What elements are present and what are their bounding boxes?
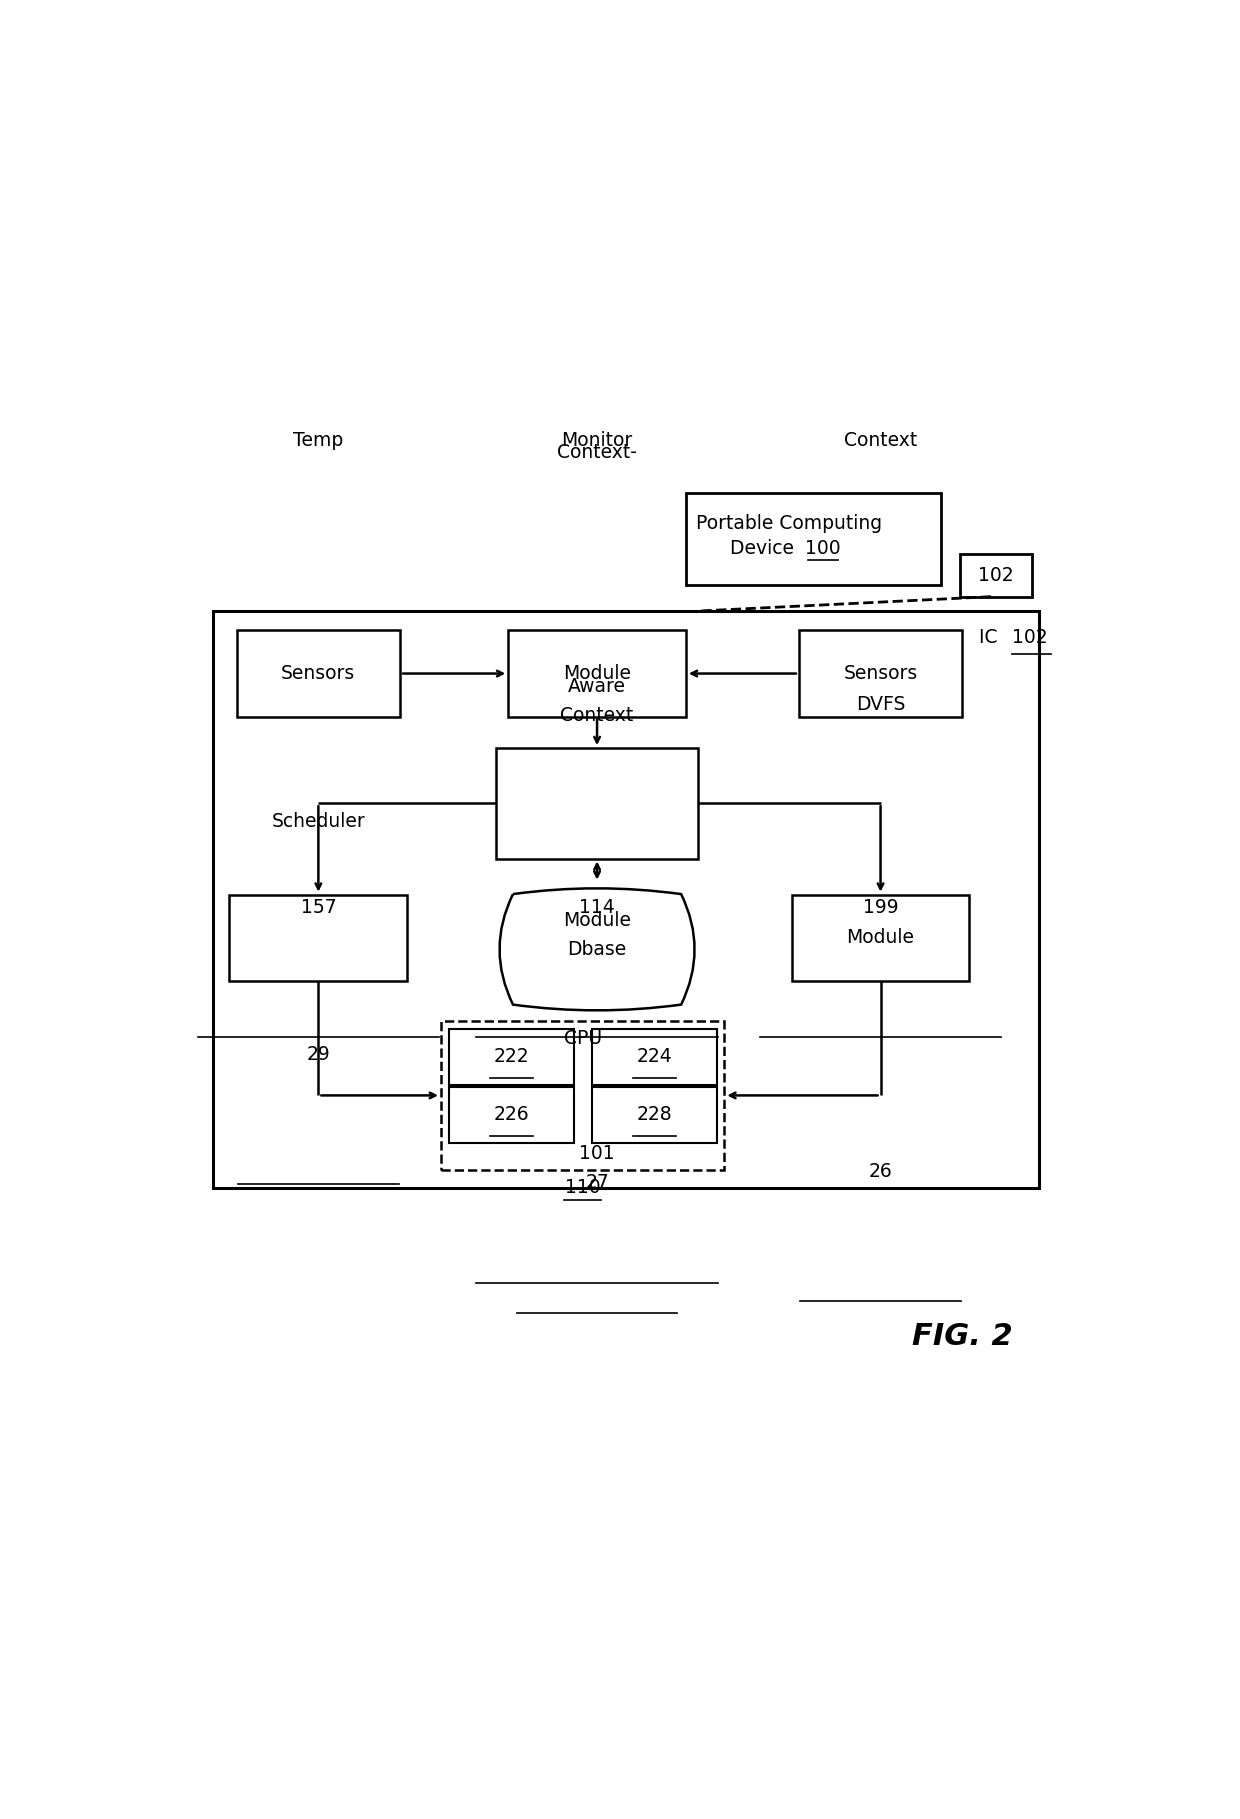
Text: Sensors: Sensors xyxy=(843,664,918,684)
Bar xyxy=(508,631,686,717)
Bar xyxy=(213,611,1039,1188)
Text: 222: 222 xyxy=(494,1048,529,1066)
Text: 114: 114 xyxy=(579,897,615,917)
Text: 157: 157 xyxy=(300,897,336,917)
Text: Module: Module xyxy=(563,911,631,930)
Text: Context: Context xyxy=(560,706,634,726)
Text: DVFS: DVFS xyxy=(856,695,905,713)
Text: Module: Module xyxy=(563,664,631,684)
Text: 29: 29 xyxy=(306,1046,330,1064)
Text: Temp: Temp xyxy=(293,431,343,449)
Text: Aware: Aware xyxy=(568,677,626,697)
Text: Portable Computing: Portable Computing xyxy=(696,515,883,533)
Bar xyxy=(441,1020,724,1170)
Text: Context-: Context- xyxy=(557,444,637,462)
Text: 110: 110 xyxy=(565,1177,600,1197)
Bar xyxy=(686,493,941,584)
Text: IC: IC xyxy=(978,628,1003,648)
Text: 226: 226 xyxy=(494,1106,529,1124)
Bar xyxy=(960,555,1032,597)
PathPatch shape xyxy=(500,888,694,1010)
Bar xyxy=(449,1030,574,1084)
Text: Context: Context xyxy=(844,431,918,449)
Text: CPU: CPU xyxy=(564,1030,601,1048)
Text: 199: 199 xyxy=(863,897,898,917)
Text: 228: 228 xyxy=(637,1106,672,1124)
Bar xyxy=(799,631,962,717)
Bar xyxy=(449,1086,574,1142)
Text: Sensors: Sensors xyxy=(281,664,356,684)
Bar xyxy=(593,1086,717,1142)
Bar xyxy=(229,895,407,980)
Text: 27: 27 xyxy=(585,1173,609,1193)
Text: 26: 26 xyxy=(869,1162,893,1181)
Text: Scheduler: Scheduler xyxy=(272,811,366,831)
Bar xyxy=(237,631,401,717)
Text: 224: 224 xyxy=(637,1048,672,1066)
Text: Dbase: Dbase xyxy=(568,940,626,959)
Text: 100: 100 xyxy=(805,538,841,558)
Text: 102: 102 xyxy=(978,566,1013,586)
Text: Module: Module xyxy=(847,928,915,948)
Text: FIG. 2: FIG. 2 xyxy=(911,1322,1013,1352)
Text: Device: Device xyxy=(730,538,800,558)
Text: Monitor: Monitor xyxy=(562,431,632,449)
Text: 101: 101 xyxy=(579,1144,615,1162)
Bar xyxy=(791,895,970,980)
Bar xyxy=(593,1030,717,1084)
Bar xyxy=(496,748,698,859)
Text: 102: 102 xyxy=(1012,628,1048,648)
